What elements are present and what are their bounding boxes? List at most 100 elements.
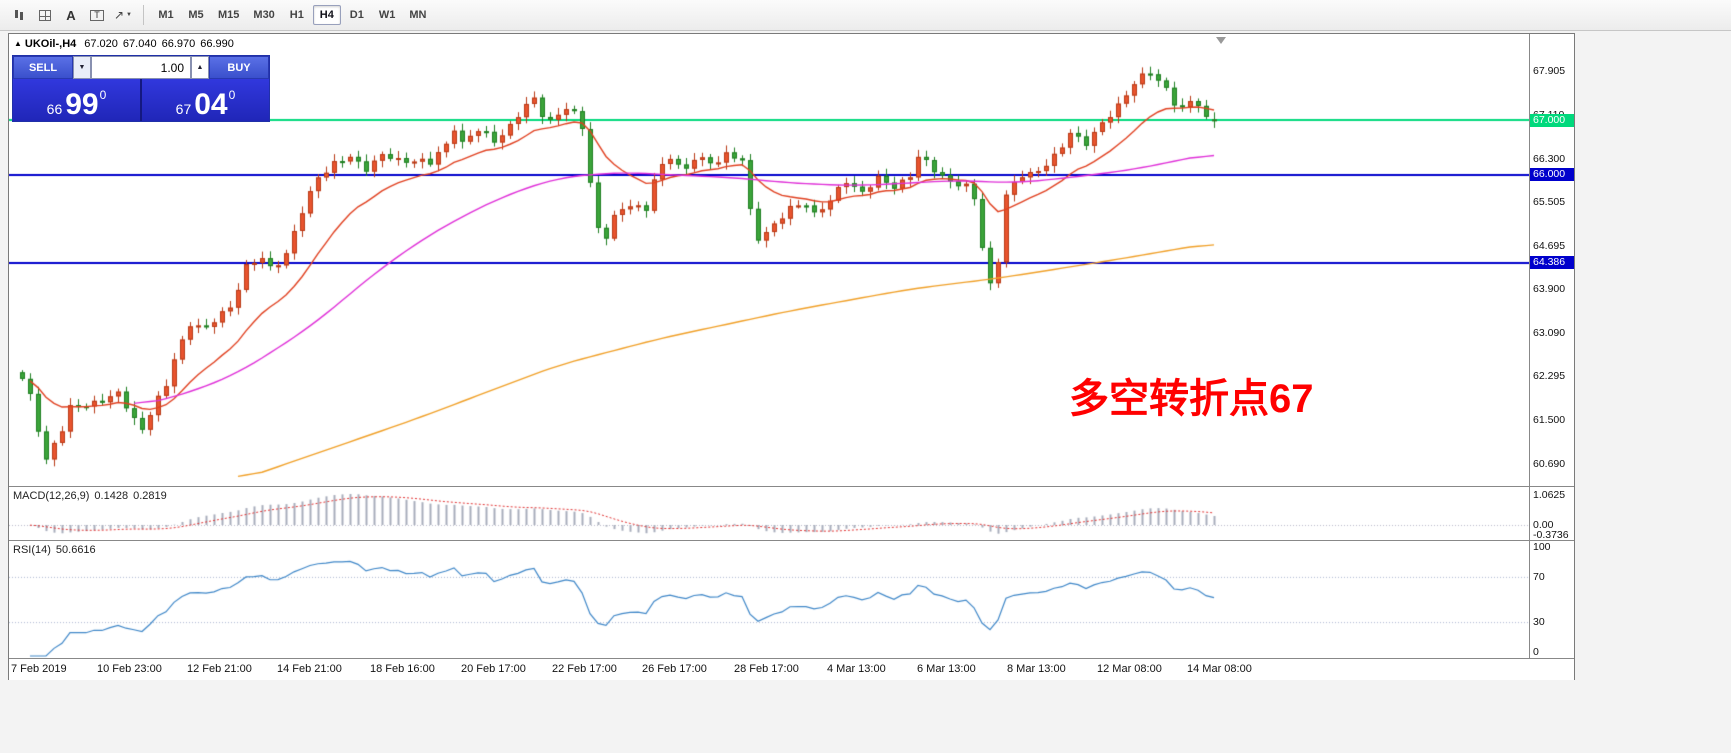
time-axis-label: 12 Mar 08:00 [1097, 663, 1162, 675]
quote-row: 66 99 0 67 04 0 [13, 79, 269, 121]
price-tick-label: 60.690 [1533, 457, 1566, 470]
timeframe-button-m30[interactable]: M30 [253, 9, 275, 21]
chart-ohlc-header: ▲ UKOil-,H4 67.020 67.040 66.970 66.990 [14, 38, 239, 50]
time-axis-label: 6 Mar 13:00 [917, 663, 976, 675]
rsi-name: RSI(14) [13, 544, 51, 556]
panel-resize-handle[interactable] [9, 658, 1574, 659]
trade-controls-row: SELL ▼ 1.00 ▲ BUY [13, 56, 269, 79]
bid-point: 0 [99, 88, 107, 102]
timeframe-button-h4[interactable]: H4 [312, 5, 341, 25]
rsi-label: RSI(14) 50.6616 [13, 544, 101, 556]
macd-scale[interactable]: 1.0625 0.00 -0.3736 [1530, 487, 1574, 540]
volume-dropdown-button[interactable]: ▼ [73, 56, 91, 79]
macd-axis-label: 0.00 [1533, 519, 1554, 531]
macd-panel: MACD(12,26,9) 0.1428 0.2819 [9, 487, 1529, 540]
close-value: 66.990 [200, 38, 234, 50]
macd-canvas[interactable] [9, 487, 1529, 540]
sell-button[interactable]: SELL [13, 56, 73, 79]
line-studies-toolbar: A T ↗ ▼ [6, 4, 136, 26]
symbol-marker-icon: ▲ [14, 39, 22, 48]
price-tick-label: 66.300 [1533, 152, 1566, 165]
grid-tool-icon-glyph [39, 9, 51, 21]
time-axis-label: 10 Feb 23:00 [97, 663, 162, 675]
chart-annotation: 多空转折点67 [1069, 377, 1314, 421]
ask-price[interactable]: 67 04 0 [142, 79, 269, 121]
one-click-trading-panel: SELL ▼ 1.00 ▲ BUY 66 99 0 67 04 0 [12, 55, 270, 122]
label-tool-icon-glyph: T [90, 9, 104, 21]
time-axis-label: 20 Feb 17:00 [461, 663, 526, 675]
low-value: 66.970 [161, 38, 196, 50]
timeframe-button-h1[interactable]: H1 [289, 9, 304, 21]
price-line-label: 66.000 [1530, 168, 1574, 182]
price-tick-label: 63.900 [1533, 283, 1566, 296]
time-axis[interactable]: 7 Feb 2019 10 Feb 23:00 12 Feb 21:00 14 Feb… [9, 659, 1574, 680]
price-tick-label: 61.500 [1533, 413, 1566, 426]
price-tick-label: 64.695 [1533, 239, 1566, 252]
rsi-axis-label: 100 [1533, 541, 1551, 553]
text-tool-icon[interactable]: A [66, 7, 76, 23]
timeframe-button-mn[interactable]: MN [409, 9, 427, 21]
bid-big-figure: 66 [46, 100, 63, 117]
main-chart-panel: ▲ UKOil-,H4 67.020 67.040 66.970 66.990 SELL … [9, 34, 1529, 486]
price-tick-label: 63.090 [1533, 327, 1566, 340]
ask-big-figure: 67 [175, 100, 192, 117]
macd-label: MACD(12,26,9) 0.1428 0.2819 [13, 490, 172, 502]
macd-axis-label: 1.0625 [1533, 489, 1566, 501]
timeframe-button-w1[interactable]: W1 [378, 9, 396, 21]
ask-point: 0 [228, 88, 236, 102]
open-value: 67.020 [84, 38, 118, 50]
time-axis-label: 14 Mar 08:00 [1187, 663, 1252, 675]
time-axis-label: 28 Feb 17:00 [734, 663, 799, 675]
price-line-label: 64.386 [1530, 256, 1574, 270]
price-tick-label: 67.905 [1533, 65, 1566, 78]
time-axis-label: 14 Feb 21:00 [277, 663, 342, 675]
time-axis-label: 4 Mar 13:00 [827, 663, 886, 675]
time-axis-label: 26 Feb 17:00 [642, 663, 707, 675]
chevron-down-icon: ▼ [126, 12, 132, 18]
rsi-value: 50.6616 [55, 544, 96, 556]
volume-input[interactable]: 1.00 [91, 56, 191, 79]
rsi-panel: RSI(14) 50.6616 [9, 541, 1529, 658]
bid-pips: 99 [65, 87, 99, 121]
time-axis-label: 18 Feb 16:00 [370, 663, 435, 675]
high-value: 67.040 [122, 38, 157, 50]
time-axis-label: 8 Mar 13:00 [1007, 663, 1066, 675]
macd-name: MACD(12,26,9) [13, 490, 90, 502]
rsi-scale[interactable]: 100 70 30 0 [1530, 541, 1574, 658]
arrows-tool-icon[interactable]: ↗ ▼ [111, 4, 135, 26]
chart-window: ▲ UKOil-,H4 67.020 67.040 66.970 66.990 SELL … [8, 33, 1575, 680]
macd-signal-value: 0.2819 [133, 490, 167, 502]
label-tool-icon[interactable]: T [85, 4, 109, 26]
time-axis-label: 22 Feb 17:00 [552, 663, 617, 675]
scale-separator [1529, 34, 1530, 659]
chevron-down-icon: ▼ [78, 64, 86, 71]
macd-main-value: 0.1428 [94, 490, 129, 502]
panel-resize-handle[interactable] [9, 486, 1574, 487]
rsi-axis-label: 0 [1533, 646, 1539, 658]
price-tick-label: 62.295 [1533, 370, 1566, 383]
toolbar: A T ↗ ▼ M1 M5 M15 M30 H1 H4 D1 W1 MN [0, 0, 1731, 31]
time-axis-label: 7 Feb 2019 [11, 663, 67, 675]
pattern-tool-icon-glyph [13, 9, 25, 21]
price-scale[interactable]: 67.90567.11066.30065.50564.69563.90063.0… [1530, 34, 1574, 486]
time-axis-label: 12 Feb 21:00 [187, 663, 252, 675]
chart-shift-marker-icon[interactable] [1216, 37, 1226, 44]
rsi-canvas[interactable] [9, 541, 1529, 658]
timeframe-toolbar: M1 M5 M15 M30 H1 H4 D1 W1 MN [151, 5, 433, 25]
timeframe-button-m5[interactable]: M5 [188, 9, 204, 21]
pattern-tool-icon[interactable] [7, 4, 31, 26]
price-tick-label: 65.505 [1533, 195, 1566, 208]
volume-up-button[interactable]: ▲ [191, 56, 209, 79]
grid-tool-icon[interactable] [33, 4, 57, 26]
toolbar-separator [143, 5, 144, 25]
rsi-axis-label: 70 [1533, 570, 1545, 583]
timeframe-button-m15[interactable]: M15 [218, 9, 240, 21]
timeframe-button-m1[interactable]: M1 [158, 9, 174, 21]
chevron-up-icon: ▲ [196, 64, 204, 71]
timeframe-button-d1[interactable]: D1 [349, 9, 364, 21]
buy-button[interactable]: BUY [209, 56, 269, 79]
arrows-tool-icon-glyph: ↗ [113, 8, 125, 22]
bid-price[interactable]: 66 99 0 [13, 79, 140, 121]
ask-pips: 04 [194, 87, 228, 121]
panel-resize-handle[interactable] [9, 540, 1574, 541]
